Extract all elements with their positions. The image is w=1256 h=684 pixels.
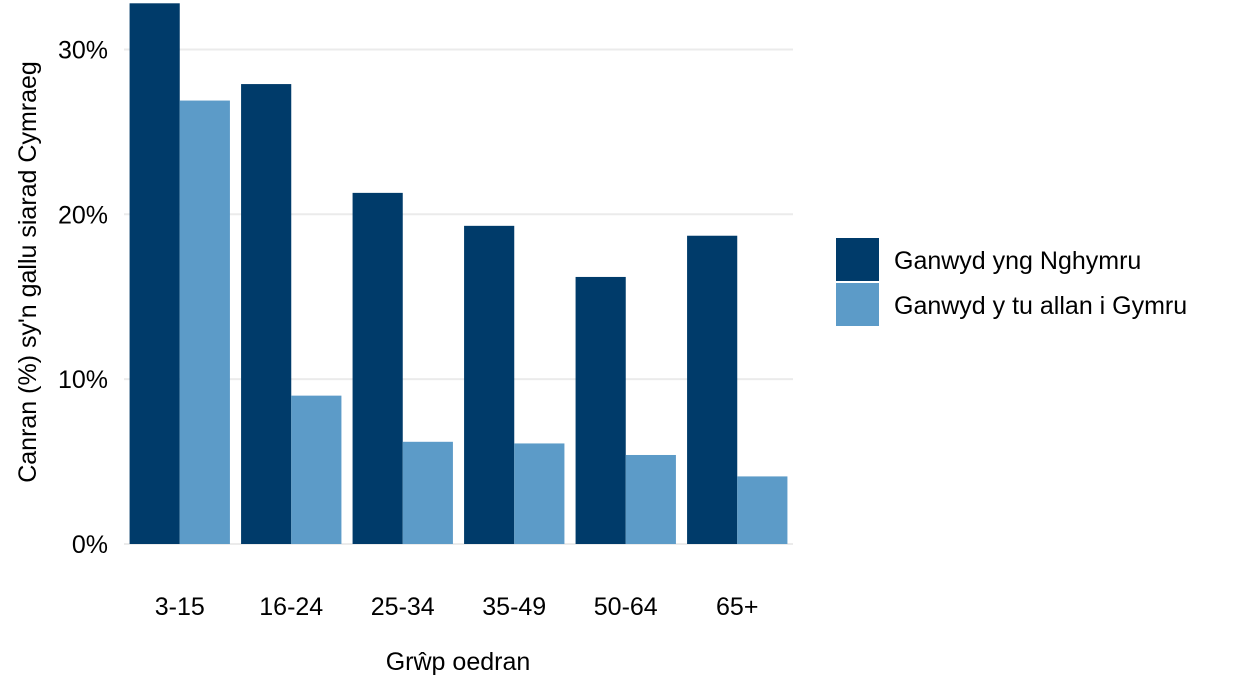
x-axis-title: Grŵp oedran: [386, 648, 531, 676]
bars: [129, 3, 788, 545]
x-tick-label: 16-24: [259, 593, 323, 621]
bar-born-outside-wales: [402, 441, 453, 544]
bar-born-in-wales: [575, 276, 626, 544]
bar-born-in-wales: [352, 192, 403, 544]
legend-label: Ganwyd y tu allan i Gymru: [894, 292, 1187, 320]
legend-label: Ganwyd yng Nghymru: [894, 247, 1141, 275]
bar-born-outside-wales: [737, 476, 788, 544]
bar-born-outside-wales: [514, 443, 565, 544]
bar-born-in-wales: [687, 235, 738, 544]
bar-born-outside-wales: [291, 395, 342, 544]
x-axis-ticks: 3-15 16-24 25-34 35-49 50-64 65+: [155, 593, 759, 621]
bar-born-outside-wales: [625, 454, 676, 544]
legend-swatch: [836, 283, 879, 326]
x-tick-label: 50-64: [594, 593, 658, 621]
y-tick-label: 30%: [58, 36, 108, 64]
legend-swatch: [836, 238, 879, 281]
x-tick-label: 25-34: [371, 593, 435, 621]
y-tick-label: 0%: [72, 531, 108, 559]
bar-born-outside-wales: [179, 100, 230, 544]
x-tick-label: 3-15: [155, 593, 205, 621]
x-tick-label: 65+: [716, 593, 758, 621]
gridlines: [124, 48, 793, 545]
bar-born-in-wales: [241, 84, 292, 544]
y-tick-label: 20%: [58, 201, 108, 229]
y-axis-ticks: 0% 10% 20% 30%: [58, 36, 108, 559]
legend: Ganwyd yng Nghymru Ganwyd y tu allan i Gy…: [836, 238, 1187, 326]
y-tick-label: 10%: [58, 366, 108, 394]
x-tick-label: 35-49: [482, 593, 546, 621]
bar-born-in-wales: [464, 225, 515, 545]
y-axis-title: Canran (%) sy'n gallu siarad Cymraeg: [14, 61, 42, 483]
bar-born-in-wales: [129, 3, 180, 544]
